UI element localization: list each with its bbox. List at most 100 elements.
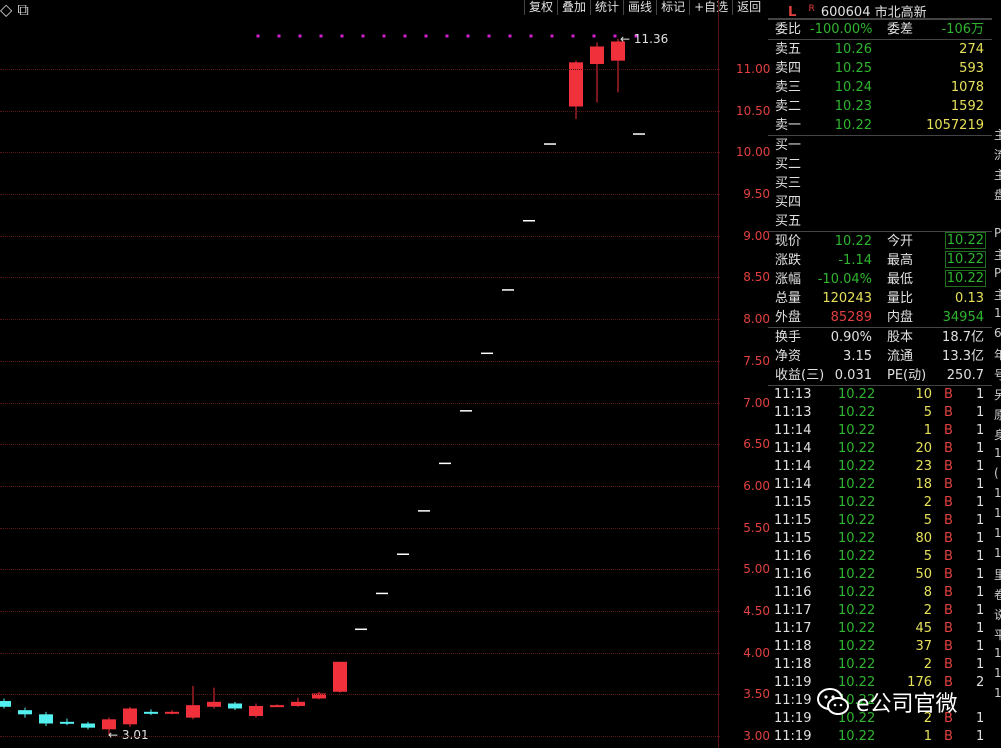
candle <box>207 701 221 707</box>
r-marker[interactable]: R <box>808 4 815 14</box>
tick-trades[interactable]: 11:13 10.22 10 B 1 11:13 10.22 5 B 1 11:14 10.22 1 B 1… <box>768 385 992 746</box>
trade-count: 1 <box>976 405 985 420</box>
trade-side: B <box>944 729 953 744</box>
cut-text-char: 主 <box>994 128 1001 142</box>
ask-price: 10.25 <box>834 61 872 76</box>
bid-label: 买五 <box>775 214 802 229</box>
marker-dot <box>550 34 554 38</box>
stock-name: 市北高新 <box>874 5 927 21</box>
ask-row: 卖一 10.22 1057219 <box>768 116 992 135</box>
cut-text-char: 另 <box>994 388 1001 402</box>
trade-side: B <box>944 477 953 492</box>
fund-label: 收益(三) <box>775 368 825 383</box>
y-tick-label: 9.00 <box>743 228 770 243</box>
marker-dot <box>340 34 344 38</box>
gridline <box>0 610 720 612</box>
trade-count: 1 <box>976 459 985 474</box>
quote-label: 涨幅 <box>775 272 802 287</box>
add-watchlist-button[interactable]: +自选 <box>689 0 732 15</box>
candlestick-chart[interactable]: ← 11.36 ← 3.01 <box>0 15 766 748</box>
quote-label: 涨跌 <box>775 253 802 268</box>
quote-value: 10.22 <box>944 232 986 249</box>
quote-value: 85289 <box>830 310 872 325</box>
bid-label: 买四 <box>775 195 802 210</box>
quote-value: 10.22 <box>944 270 986 287</box>
fund-value: 18.7亿 <box>942 330 984 345</box>
gridline <box>0 69 720 70</box>
ask-volume: 593 <box>959 61 984 76</box>
candle <box>144 711 158 714</box>
gridline <box>0 652 720 654</box>
trade-row: 11:14 10.22 23 B 1 <box>768 458 992 476</box>
cut-text-char: 1 <box>994 666 1001 680</box>
ask-price: 10.22 <box>834 118 872 133</box>
ask-label: 卖五 <box>775 42 802 57</box>
cut-text-char: 主 <box>994 288 1001 302</box>
trade-side: B <box>944 495 953 510</box>
ask-volume: 274 <box>959 42 984 57</box>
quote-value: 0.13 <box>955 291 984 306</box>
trade-side: B <box>944 531 953 546</box>
quote-label: 总量 <box>775 291 802 306</box>
candle <box>0 700 11 707</box>
bid-row: 买一 <box>768 136 992 155</box>
marker-dot <box>613 34 617 38</box>
cut-text-char: P <box>994 266 1001 280</box>
cut-text-char: 流 <box>994 148 1001 162</box>
stats-button[interactable]: 统计 <box>590 0 623 15</box>
trade-side: B <box>944 387 953 402</box>
trade-count: 1 <box>976 621 985 636</box>
back-button[interactable]: 返回 <box>732 0 765 15</box>
trade-row: 11:13 10.22 10 B 1 <box>768 386 992 404</box>
overlay-button[interactable]: 叠加 <box>557 0 590 15</box>
diamond-icon[interactable]: ◇ <box>0 0 13 19</box>
mark-button[interactable]: 标记 <box>656 0 689 15</box>
trade-row: 11:16 10.22 8 B 1 <box>768 584 992 602</box>
trade-price: 10.22 <box>838 477 876 492</box>
quote-row: 外盘 85289 内盘 34954 <box>768 308 992 327</box>
trade-volume: 50 <box>915 567 932 582</box>
fuquan-button[interactable]: 复权 <box>524 0 557 15</box>
bid-list: 买一 买二 买三 买四 买五 <box>768 135 992 231</box>
candle <box>611 41 625 61</box>
trade-price: 10.22 <box>838 405 876 420</box>
trade-side: B <box>944 621 953 636</box>
y-tick-label: 3.00 <box>743 729 770 743</box>
quote-row: 涨幅 -10.04% 最低 10.22 <box>768 270 992 289</box>
trade-row: 11:16 10.22 50 B 1 <box>768 566 992 584</box>
quote-label: 量比 <box>887 291 914 306</box>
trade-count: 1 <box>976 567 985 582</box>
cut-text-char: ( <box>994 466 999 480</box>
candle <box>81 723 95 728</box>
trade-price: 10.22 <box>838 729 876 744</box>
ask-volume: 1057219 <box>926 118 984 133</box>
fund-row: 收益(三) 0.031 PE(动) 250.7 <box>768 366 992 385</box>
ask-row: 卖二 10.23 1592 <box>768 97 992 116</box>
y-tick-label: 5.00 <box>743 562 770 577</box>
fund-value: 0.90% <box>830 330 872 345</box>
ask-volume: 1078 <box>950 80 984 95</box>
trade-price: 10.22 <box>838 387 876 402</box>
weicha-value: -106万 <box>941 22 984 37</box>
trade-price: 10.22 <box>838 603 876 618</box>
trade-time: 11:19 <box>774 729 812 744</box>
y-tick-label: 6.00 <box>743 478 770 493</box>
cut-text-char: 身 <box>994 428 1001 442</box>
copy-icon[interactable]: ⧉ <box>17 0 29 19</box>
candle <box>569 62 583 107</box>
marker-dot <box>403 34 407 38</box>
fund-label: 股本 <box>887 330 914 345</box>
trade-time: 11:18 <box>774 657 812 672</box>
chart-toolbar: 复权 叠加 统计 画线 标记 +自选 返回 <box>524 0 766 15</box>
trade-volume: 5 <box>923 549 932 564</box>
l-marker[interactable]: L <box>788 5 797 21</box>
trade-time: 11:17 <box>774 603 812 618</box>
draw-line-button[interactable]: 画线 <box>623 0 656 15</box>
trade-price: 10.22 <box>838 441 876 456</box>
trade-row: 11:13 10.22 5 B 1 <box>768 404 992 422</box>
cut-text-char: 1 <box>994 526 1001 540</box>
trade-time: 11:16 <box>774 549 812 564</box>
quote-label: 内盘 <box>887 310 914 325</box>
y-tick-label: 7.50 <box>743 353 770 368</box>
trade-price: 10.22 <box>838 531 876 546</box>
